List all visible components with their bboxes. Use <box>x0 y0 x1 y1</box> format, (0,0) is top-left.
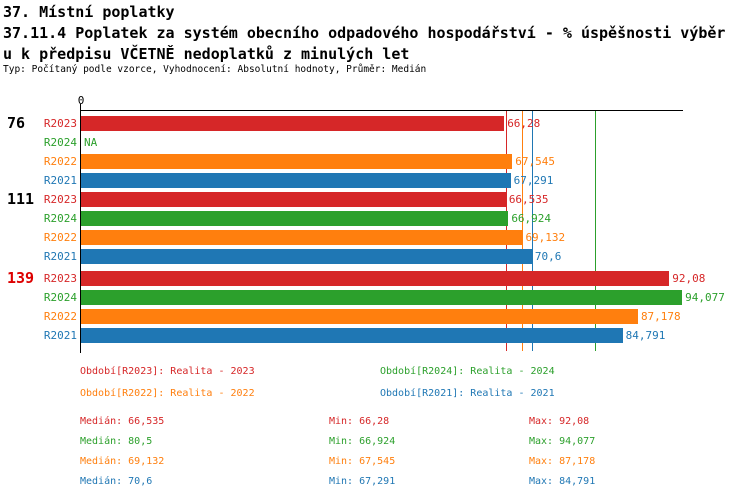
y-axis-line <box>79 104 81 353</box>
series-row-label-R2022: R2022 <box>43 231 77 244</box>
series-row-label-R2024: R2024 <box>43 136 77 149</box>
bar-76-R2022 <box>80 154 513 169</box>
bar-value-label-139-R2023: 92,08 <box>672 272 706 285</box>
bar-139-R2022 <box>80 309 638 324</box>
stat-median-R2023: Medián: 66,535 <box>80 416 165 427</box>
chart-subtitle-line2: u k předpisu VČETNĚ nedoplatků z minulýc… <box>3 45 410 63</box>
series-row-label-R2023: R2023 <box>43 193 77 206</box>
bar-value-label-111-R2024: 66,924 <box>511 212 552 225</box>
stat-min-R2024: Min: 66,924 <box>329 436 396 447</box>
bar-value-label-76-R2023: 66,28 <box>507 117 541 130</box>
legend-entry-R2024: Období[R2024]: Realita - 2024 <box>380 366 555 377</box>
stat-max-R2022: Max: 87,178 <box>529 456 596 467</box>
bar-value-label-139-R2021: 84,791 <box>625 329 666 342</box>
axis-origin-tick-label: 0 <box>77 94 85 107</box>
bar-139-R2021 <box>80 328 623 343</box>
chart-meta-line: Typ: Počítaný podle vzorce, Vyhodnocení:… <box>3 64 427 75</box>
legend-entry-R2023: Období[R2023]: Realita - 2023 <box>80 366 255 377</box>
x-axis-line <box>80 109 683 111</box>
bar-111-R2024 <box>80 211 509 226</box>
stat-max-R2024: Max: 94,077 <box>529 436 596 447</box>
median-line-R2021 <box>531 111 533 351</box>
legend-entry-R2021: Období[R2021]: Realita - 2021 <box>380 388 555 399</box>
group-label-139: 139 <box>7 269 35 287</box>
series-row-label-R2022: R2022 <box>43 155 77 168</box>
bar-value-label-111-R2022: 69,132 <box>525 231 566 244</box>
stat-median-R2021: Medián: 70,6 <box>80 476 153 487</box>
page-title: 37. Místní poplatky <box>3 3 175 21</box>
bar-chart: 0 76 R2023 66,28 R2024 NA R2022 67,545 R2021 67,… <box>7 94 725 353</box>
series-row-label-R2021: R2021 <box>43 174 77 187</box>
series-row-label-R2024: R2024 <box>43 291 77 304</box>
stat-max-R2021: Max: 84,791 <box>529 476 596 487</box>
series-row-label-R2023: R2023 <box>43 272 77 285</box>
bar-value-label-76-R2024: NA <box>84 136 98 149</box>
bar-value-label-111-R2021: 70,6 <box>534 250 562 263</box>
bar-value-label-111-R2023: 66,535 <box>508 193 549 206</box>
bar-value-label-139-R2022: 87,178 <box>640 310 681 323</box>
bar-76-R2023 <box>80 116 505 131</box>
bar-139-R2024 <box>80 290 683 305</box>
legend-entry-R2022: Období[R2022]: Realita - 2022 <box>80 388 255 399</box>
stat-min-R2021: Min: 67,291 <box>329 476 396 487</box>
group-label-76: 76 <box>7 114 26 132</box>
bar-value-label-76-R2022: 67,545 <box>515 155 556 168</box>
chart-subtitle-line1: 37.11.4 Poplatek za systém obecního odpa… <box>3 24 726 42</box>
stat-median-R2022: Medián: 69,132 <box>80 456 165 467</box>
bar-111-R2022 <box>80 230 523 245</box>
stat-max-R2023: Max: 92,08 <box>529 416 590 427</box>
series-row-label-R2022: R2022 <box>43 310 77 323</box>
series-row-label-R2023: R2023 <box>43 117 77 130</box>
bar-111-R2023 <box>80 192 506 207</box>
series-row-label-R2024: R2024 <box>43 212 77 225</box>
series-row-label-R2021: R2021 <box>43 250 77 263</box>
bar-value-label-139-R2024: 94,077 <box>685 291 725 304</box>
bar-111-R2021 <box>80 249 532 264</box>
median-line-R2024 <box>595 111 597 351</box>
bar-76-R2021 <box>80 173 511 188</box>
stat-min-R2023: Min: 66,28 <box>329 416 390 427</box>
bar-value-label-76-R2021: 67,291 <box>513 174 554 187</box>
group-label-111: 111 <box>7 190 35 208</box>
median-line-R2022 <box>522 111 524 351</box>
bar-139-R2023 <box>80 271 670 286</box>
series-row-label-R2021: R2021 <box>43 329 77 342</box>
stat-min-R2022: Min: 67,545 <box>329 456 396 467</box>
stat-median-R2024: Medián: 80,5 <box>80 436 153 447</box>
